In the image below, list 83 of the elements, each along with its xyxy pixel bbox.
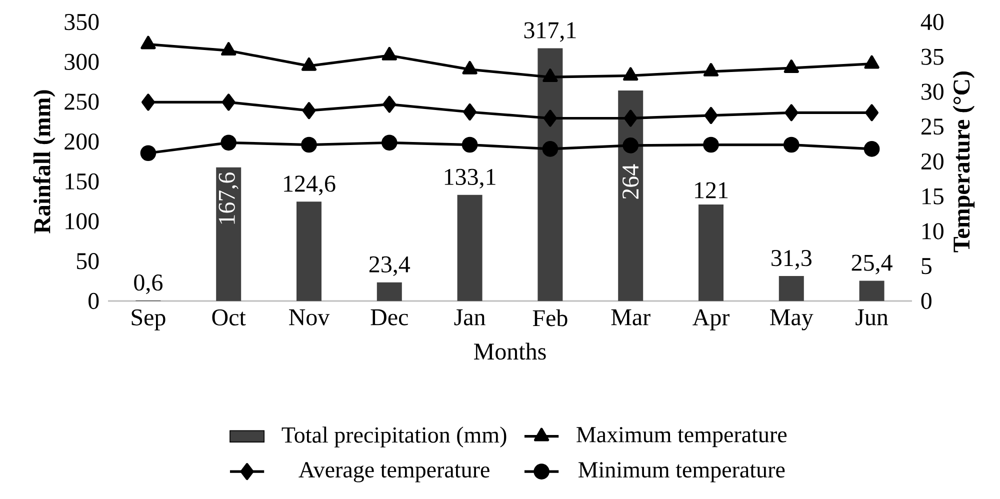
data-label: 0,6 (134, 274, 162, 294)
x-axis-title: Months (474, 342, 546, 360)
point (864, 55, 880, 69)
point (703, 136, 719, 153)
y-tick-label: 150 (66, 173, 99, 190)
point (220, 134, 237, 151)
bar (778, 276, 804, 301)
point (301, 136, 317, 153)
point (784, 136, 800, 153)
bar (296, 202, 322, 301)
legend-label: Maximum temperature (576, 426, 787, 448)
point (382, 96, 396, 113)
y-tick-label: 300 (64, 54, 99, 70)
x-tick-label: Apr (692, 309, 730, 330)
point (622, 138, 638, 154)
x-tick-label: Feb (532, 309, 568, 326)
point (784, 60, 799, 73)
y2-tick-label: 20 (921, 153, 944, 170)
y2-tick-label: 40 (920, 14, 944, 30)
bar (216, 167, 242, 301)
x-tick-label: Jan (454, 309, 486, 326)
data-label: 121 (695, 182, 728, 198)
point (382, 134, 398, 151)
y2-tick-label: 10 (922, 223, 944, 240)
point (221, 42, 236, 56)
y2-axis-title: Temperature (°C) (952, 71, 975, 252)
point (382, 46, 397, 60)
point (142, 94, 155, 111)
y2-tick-label: 25 (921, 118, 944, 135)
point (624, 110, 638, 127)
bar (538, 48, 563, 301)
point (623, 67, 638, 81)
x-tick-label: Mar (611, 309, 650, 326)
y-tick-label: 350 (64, 14, 99, 30)
point (222, 94, 236, 111)
point (544, 110, 557, 127)
data-label: 124,6 (284, 176, 336, 196)
point (301, 57, 317, 71)
x-tick-label: Nov (289, 309, 330, 326)
y2-tick-label: 5 (922, 258, 932, 274)
y2-tick-label: 0 (921, 292, 932, 310)
data-label: 317,1 (524, 22, 576, 42)
legend-label: Average temperature (298, 462, 490, 482)
point (463, 103, 476, 120)
point (703, 63, 719, 76)
legend-label: Total precipitation (mm) (282, 426, 506, 448)
legend-label: Minimum temperature (578, 462, 785, 482)
point (784, 104, 798, 122)
y-tick-label: 250 (64, 94, 99, 110)
bar (618, 90, 644, 301)
point (140, 36, 156, 50)
data-label: 25,4 (852, 254, 892, 274)
x-tick-label: May (770, 309, 814, 330)
x-tick-label: Oct (212, 309, 246, 326)
y-tick-label: 50 (76, 253, 99, 270)
point (302, 102, 316, 120)
x-tick-label: Sep (132, 309, 166, 330)
y-axis-title: Rainfall (mm) (33, 90, 56, 234)
y2-tick-label: 15 (922, 188, 944, 204)
data-label: 23,4 (369, 256, 410, 276)
data-label: 264 (622, 164, 639, 199)
y2-tick-label: 30 (922, 84, 944, 100)
point (864, 141, 880, 157)
point (542, 141, 558, 157)
x-tick-label: Jun (856, 309, 888, 326)
data-label: 31,3 (772, 250, 812, 270)
bar (698, 204, 724, 301)
y-tick-label: 0 (88, 292, 99, 310)
point (462, 136, 478, 153)
y-tick-label: 200 (64, 133, 99, 150)
y-tick-label: 100 (66, 213, 99, 230)
bar (457, 194, 482, 301)
point (704, 106, 718, 124)
point (542, 68, 558, 82)
point (462, 60, 478, 74)
data-label: 133,1 (444, 168, 496, 189)
bar (376, 282, 402, 301)
x-tick-label: Dec (370, 309, 408, 326)
y2-tick-label: 35 (922, 48, 944, 65)
bar (859, 280, 884, 301)
point (140, 145, 156, 162)
point (865, 104, 878, 122)
data-label: 167,6 (218, 172, 238, 224)
